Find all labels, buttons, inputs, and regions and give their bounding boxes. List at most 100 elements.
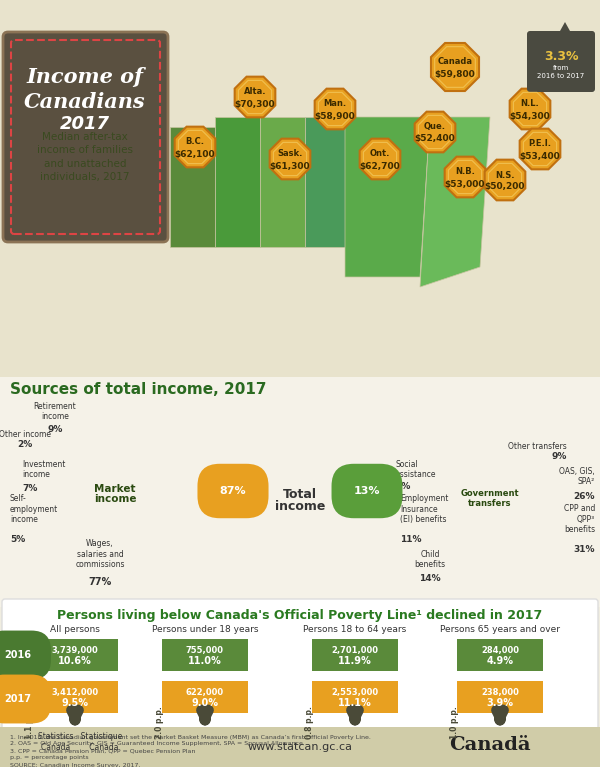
Text: 2.0 p.p.: 2.0 p.p.	[155, 706, 164, 739]
Text: N.B.: N.B.	[455, 167, 475, 176]
FancyBboxPatch shape	[3, 32, 168, 242]
Text: Government: Government	[461, 489, 520, 499]
Text: 3.3%: 3.3%	[544, 51, 578, 64]
Text: Canadians: Canadians	[24, 92, 146, 112]
FancyBboxPatch shape	[312, 681, 398, 713]
Text: Income of: Income of	[26, 67, 143, 87]
Text: Wages,
salaries and
commissions: Wages, salaries and commissions	[75, 539, 125, 569]
Text: 87%: 87%	[220, 486, 247, 496]
Text: $58,900: $58,900	[314, 111, 355, 120]
Bar	[0, 727, 600, 767]
Text: B.C.: B.C.	[185, 137, 205, 146]
Text: 1.1 p.p.: 1.1 p.p.	[25, 706, 34, 739]
Text: 2,553,000: 2,553,000	[331, 689, 379, 697]
Text: $70,300: $70,300	[235, 100, 275, 108]
Polygon shape	[175, 127, 215, 167]
Wedge shape	[437, 446, 481, 487]
Text: $62,100: $62,100	[175, 150, 215, 159]
Text: Market: Market	[94, 484, 136, 494]
Text: 0.8 p.p.: 0.8 p.p.	[305, 706, 314, 739]
Polygon shape	[445, 156, 485, 197]
Text: income: income	[94, 494, 136, 504]
Polygon shape	[359, 139, 400, 179]
FancyBboxPatch shape	[162, 639, 248, 671]
Text: Other transfers: Other transfers	[508, 442, 567, 451]
Text: 13%: 13%	[354, 486, 380, 496]
Wedge shape	[78, 439, 110, 470]
Text: Self-
employment
income: Self- employment income	[10, 494, 58, 524]
Wedge shape	[108, 439, 115, 463]
Polygon shape	[345, 117, 430, 277]
Text: 10.6%: 10.6%	[58, 656, 92, 666]
Text: $54,300: $54,300	[509, 111, 550, 120]
FancyBboxPatch shape	[32, 639, 118, 671]
Text: $59,800: $59,800	[434, 70, 475, 78]
Polygon shape	[170, 127, 215, 247]
Polygon shape	[415, 112, 455, 153]
Text: 2017: 2017	[60, 115, 110, 133]
Text: from
2016 to 2017: from 2016 to 2017	[538, 65, 584, 79]
FancyBboxPatch shape	[457, 681, 543, 713]
FancyArrowPatch shape	[224, 495, 245, 503]
Text: 2,701,000: 2,701,000	[331, 647, 379, 656]
Text: Ont.: Ont.	[370, 150, 390, 159]
Text: CPP and
QPP³
benefits: CPP and QPP³ benefits	[563, 504, 595, 534]
Text: Persons under 18 years: Persons under 18 years	[152, 624, 258, 634]
Text: 11.1%: 11.1%	[338, 698, 372, 708]
Polygon shape	[420, 117, 490, 287]
Polygon shape	[509, 89, 550, 130]
Polygon shape	[235, 77, 275, 117]
Text: Persons living below Canada's Official Poverty Line¹ declined in 2017: Persons living below Canada's Official P…	[58, 608, 542, 621]
Text: 755,000: 755,000	[186, 647, 224, 656]
Text: 3. CPP = Canada Pension Plan, QPP = Quebec Pension Plan: 3. CPP = Canada Pension Plan, QPP = Queb…	[10, 749, 196, 753]
Text: 11.0%: 11.0%	[188, 656, 222, 666]
FancyBboxPatch shape	[457, 639, 543, 671]
Wedge shape	[520, 471, 548, 502]
Text: 77%: 77%	[88, 577, 112, 587]
Text: 26%: 26%	[574, 492, 595, 501]
Wedge shape	[476, 444, 515, 470]
Text: N.L.: N.L.	[521, 100, 539, 108]
Text: N.S.: N.S.	[495, 170, 515, 179]
Text: www.statcan.gc.ca: www.statcan.gc.ca	[248, 742, 353, 752]
Wedge shape	[505, 449, 539, 483]
FancyArrowPatch shape	[202, 710, 208, 720]
Text: p.p. = percentage points: p.p. = percentage points	[10, 755, 89, 761]
Text: 7%: 7%	[22, 484, 37, 493]
Polygon shape	[215, 117, 260, 247]
Text: Investment
income: Investment income	[22, 459, 65, 479]
FancyBboxPatch shape	[162, 681, 248, 713]
FancyArrowPatch shape	[71, 710, 79, 720]
Text: Employment
Insurance
(EI) benefits: Employment Insurance (EI) benefits	[400, 494, 448, 524]
FancyArrowPatch shape	[355, 495, 376, 503]
Polygon shape	[305, 117, 345, 247]
Text: 2. OAS = Old Age Security, GIS = Guaranteed Income Supplement, SPA = Spousal All: 2. OAS = Old Age Security, GIS = Guarant…	[10, 742, 303, 746]
Polygon shape	[520, 129, 560, 170]
Wedge shape	[58, 472, 83, 492]
Text: Other income: Other income	[0, 430, 51, 439]
Text: 2%: 2%	[17, 440, 32, 449]
Text: $62,700: $62,700	[359, 162, 400, 170]
Text: $53,400: $53,400	[520, 152, 560, 160]
Text: 3,739,000: 3,739,000	[52, 647, 98, 656]
Text: income: income	[275, 499, 325, 512]
Text: 5%: 5%	[10, 535, 25, 544]
Text: 4.9%: 4.9%	[487, 656, 514, 666]
Text: 2016: 2016	[5, 650, 32, 660]
Text: $52,400: $52,400	[415, 134, 455, 143]
Text: 14%: 14%	[419, 574, 441, 583]
Text: transfers: transfers	[468, 499, 512, 509]
Wedge shape	[57, 439, 173, 555]
Text: Total: Total	[283, 488, 317, 501]
Text: OAS, GIS,
SPA²: OAS, GIS, SPA²	[559, 466, 595, 486]
Text: Sask.: Sask.	[277, 150, 302, 159]
Text: Median after-tax
income of families
and unattached
individuals, 2017: Median after-tax income of families and …	[37, 132, 133, 182]
Text: 238,000: 238,000	[481, 689, 519, 697]
Text: Statistics   Statistique
Canada        Canada: Statistics Statistique Canada Canada	[38, 732, 122, 752]
Text: Sources of total income, 2017: Sources of total income, 2017	[10, 381, 266, 397]
Text: 9.0%: 9.0%	[191, 698, 218, 708]
FancyBboxPatch shape	[0, 377, 600, 607]
Text: 9%: 9%	[47, 425, 62, 434]
Polygon shape	[269, 139, 310, 179]
Text: 9.5%: 9.5%	[62, 698, 89, 708]
